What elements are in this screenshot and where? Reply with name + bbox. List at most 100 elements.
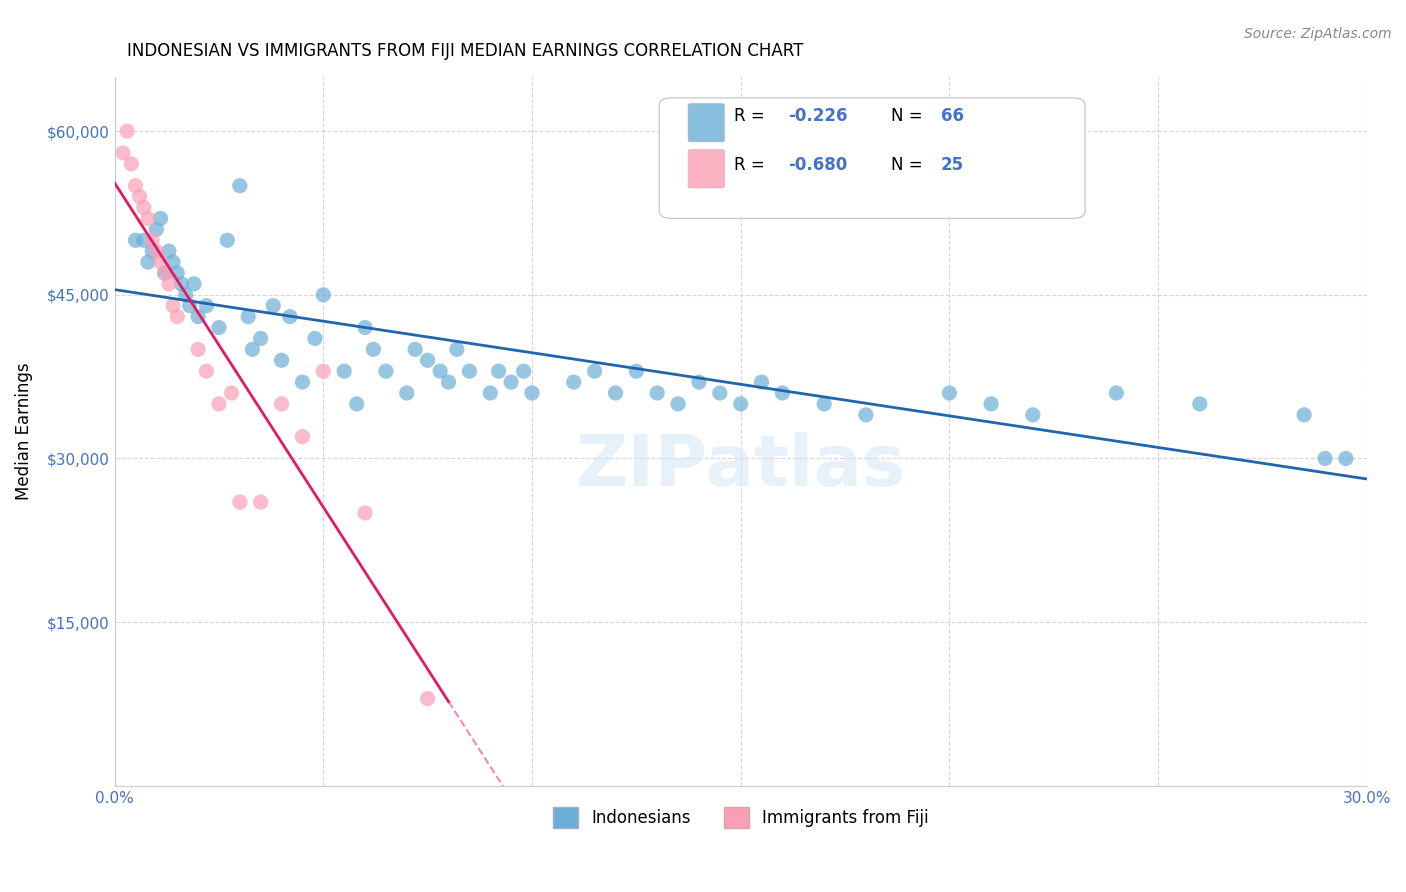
Point (1334, 451, 1357, 466)
Text: N =: N = (891, 156, 928, 174)
Point (136, 255, 159, 269)
Point (149, 211, 172, 226)
Point (270, 397, 292, 411)
Point (120, 157, 142, 171)
Point (404, 343, 426, 357)
Text: N =: N = (891, 107, 928, 125)
Point (354, 506, 377, 520)
Point (458, 364, 481, 378)
Point (645, 386, 668, 401)
Point (855, 408, 877, 422)
Point (136, 211, 159, 226)
Point (479, 386, 502, 401)
Point (583, 364, 606, 378)
Point (666, 397, 689, 411)
Point (437, 375, 460, 389)
Text: ZIPatlas: ZIPatlas (575, 432, 905, 501)
Point (446, 343, 468, 357)
Point (395, 386, 418, 401)
Point (1294, 408, 1316, 422)
Point (162, 299, 184, 313)
Text: R =: R = (734, 156, 770, 174)
Point (132, 201, 155, 215)
Point (145, 222, 167, 236)
Y-axis label: Median Earnings: Median Earnings (15, 362, 32, 500)
Text: 25: 25 (941, 156, 965, 174)
Point (115, 124, 138, 138)
Point (174, 288, 197, 302)
Point (363, 343, 385, 357)
Point (262, 299, 284, 313)
Point (751, 375, 773, 389)
Point (1022, 408, 1045, 422)
Legend: Indonesians, Immigrants from Fiji: Indonesians, Immigrants from Fiji (546, 800, 935, 834)
Point (153, 266, 176, 280)
Point (416, 691, 439, 706)
Point (217, 233, 239, 247)
Point (229, 178, 252, 193)
Point (229, 495, 252, 509)
Point (429, 364, 451, 378)
Point (520, 386, 543, 401)
Point (141, 244, 163, 259)
Point (166, 266, 188, 280)
Point (562, 375, 585, 389)
Point (124, 233, 146, 247)
Point (240, 343, 263, 357)
Point (938, 386, 960, 401)
Point (208, 397, 231, 411)
Point (132, 233, 155, 247)
Point (1313, 451, 1336, 466)
Point (249, 495, 271, 509)
Point (312, 364, 335, 378)
Text: INDONESIAN VS IMMIGRANTS FROM FIJI MEDIAN EARNINGS CORRELATION CHART: INDONESIAN VS IMMIGRANTS FROM FIJI MEDIA… (127, 42, 803, 60)
Point (346, 397, 368, 411)
Point (157, 244, 180, 259)
Point (333, 364, 356, 378)
Point (187, 310, 209, 324)
Point (709, 386, 731, 401)
Point (1105, 386, 1128, 401)
Point (374, 364, 396, 378)
Text: -0.680: -0.680 (789, 156, 848, 174)
Point (770, 386, 793, 401)
Point (166, 310, 188, 324)
FancyBboxPatch shape (688, 103, 724, 142)
Text: R =: R = (734, 107, 770, 125)
Point (291, 430, 314, 444)
Point (157, 277, 180, 291)
Point (238, 310, 260, 324)
Point (187, 343, 209, 357)
FancyBboxPatch shape (688, 150, 724, 188)
Point (270, 353, 292, 368)
Text: Source: ZipAtlas.com: Source: ZipAtlas.com (1244, 27, 1392, 41)
Point (312, 288, 335, 302)
Point (195, 364, 218, 378)
Point (128, 189, 150, 203)
Point (291, 375, 314, 389)
Point (170, 277, 193, 291)
Point (208, 320, 231, 334)
Point (221, 386, 243, 401)
Point (813, 397, 835, 411)
Text: -0.226: -0.226 (789, 107, 848, 125)
Point (278, 310, 301, 324)
Point (111, 145, 134, 160)
Text: 66: 66 (941, 107, 965, 125)
Point (195, 299, 218, 313)
Point (626, 364, 648, 378)
Point (141, 233, 163, 247)
Point (162, 255, 184, 269)
Point (354, 320, 377, 334)
Point (512, 364, 534, 378)
Point (179, 299, 201, 313)
FancyBboxPatch shape (659, 98, 1085, 219)
Point (304, 331, 326, 345)
Point (605, 386, 627, 401)
Point (124, 178, 146, 193)
Point (488, 364, 510, 378)
Point (249, 331, 271, 345)
Point (980, 397, 1002, 411)
Point (688, 375, 710, 389)
Point (153, 266, 176, 280)
